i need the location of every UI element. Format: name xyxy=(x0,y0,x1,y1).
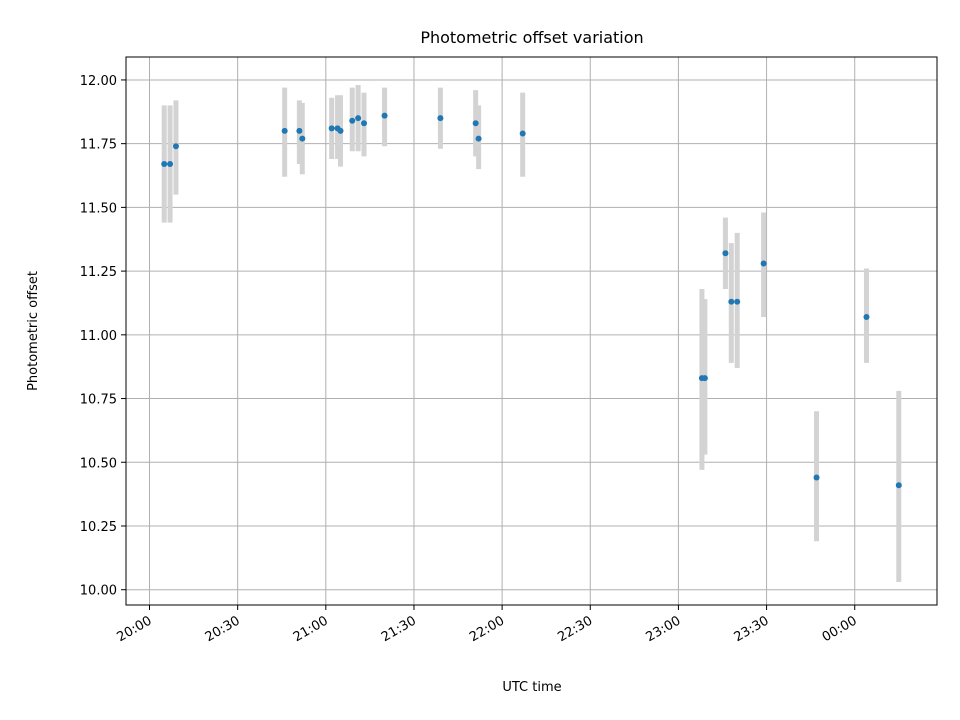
data-point xyxy=(734,298,741,305)
data-point xyxy=(381,112,388,119)
plot-frame xyxy=(125,56,938,606)
y-tick-label: 10.25 xyxy=(80,520,117,535)
data-point xyxy=(722,250,729,257)
data-point xyxy=(895,482,902,489)
y-tick-label: 10.50 xyxy=(80,456,117,471)
data-point xyxy=(728,298,735,305)
y-tick-label: 10.75 xyxy=(80,393,117,408)
y-axis-label: Photometric offset xyxy=(26,271,41,391)
error-bars xyxy=(161,85,902,583)
x-tick-label: 21:30 xyxy=(379,613,419,645)
data-point xyxy=(361,120,368,127)
data-point xyxy=(349,117,356,124)
data-point xyxy=(437,115,444,122)
data-point xyxy=(281,127,288,134)
data-point xyxy=(172,143,179,150)
data-point xyxy=(760,260,767,267)
x-tick-label: 20:00 xyxy=(115,613,155,645)
y-tick-label: 11.75 xyxy=(80,138,117,153)
data-point xyxy=(701,375,708,382)
x-axis-ticks: 20:00 20:30 21:00 21:30 22:00 22:30 23:00 23:30… xyxy=(115,605,860,645)
data-point xyxy=(472,120,479,127)
y-tick-label: 11.00 xyxy=(80,329,117,344)
data-point xyxy=(167,161,174,168)
data-point xyxy=(299,135,306,142)
grid-lines xyxy=(126,57,937,605)
x-tick-label: 00:00 xyxy=(820,613,860,645)
y-tick-label: 11.50 xyxy=(80,201,117,216)
chart-title: Photometric offset variation xyxy=(420,28,643,47)
y-tick-label: 10.00 xyxy=(80,584,117,599)
x-tick-label: 20:30 xyxy=(203,613,243,645)
data-point xyxy=(863,313,870,320)
y-tick-label: 12.00 xyxy=(80,74,117,89)
data-point xyxy=(337,127,344,134)
data-point xyxy=(161,161,168,168)
data-point xyxy=(296,127,303,134)
y-axis-ticks: 10.00 10.25 10.50 10.75 11.00 11.25 11.50 11.75… xyxy=(80,74,126,599)
data-point xyxy=(328,125,335,132)
data-point xyxy=(519,130,526,137)
x-tick-label: 23:30 xyxy=(732,613,772,645)
y-tick-label: 11.25 xyxy=(80,265,117,280)
data-point xyxy=(813,474,820,481)
x-axis-label: UTC time xyxy=(502,680,561,695)
x-tick-label: 23:00 xyxy=(643,613,683,645)
data-point xyxy=(355,115,362,122)
x-tick-label: 22:00 xyxy=(467,613,507,645)
x-tick-label: 21:00 xyxy=(291,613,331,645)
x-tick-label: 22:30 xyxy=(555,613,595,645)
data-point xyxy=(475,135,482,142)
data-points xyxy=(161,112,902,489)
